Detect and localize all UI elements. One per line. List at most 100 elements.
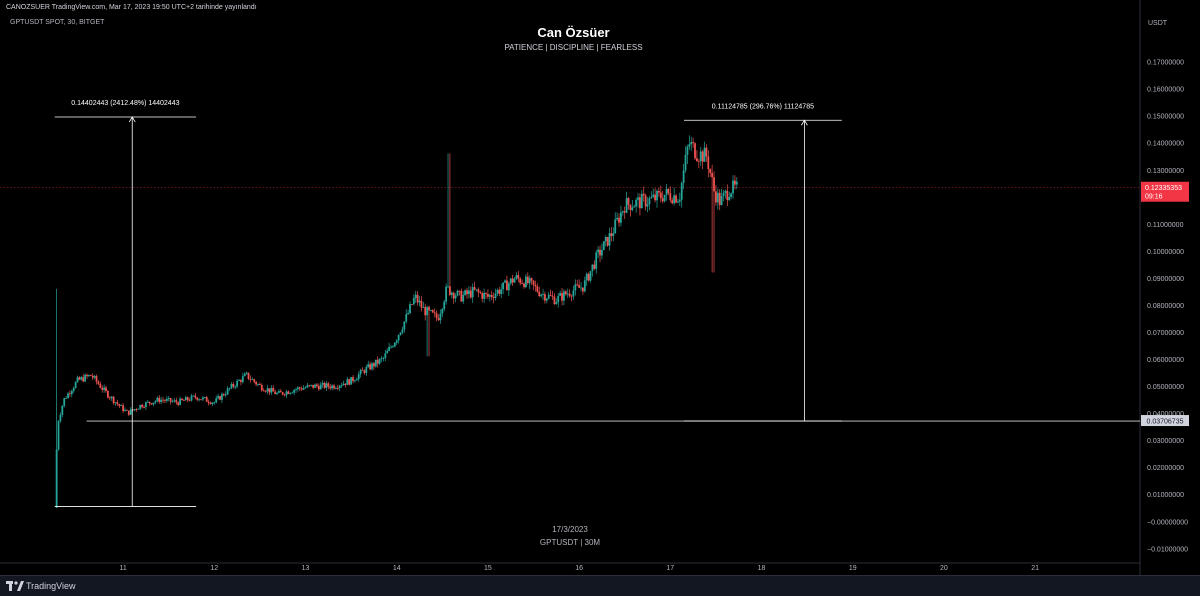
candle-body — [720, 196, 723, 205]
candle-body — [192, 395, 195, 397]
y-tick-label: 0.03000000 — [1147, 438, 1184, 445]
candle-body — [97, 381, 100, 385]
candle-body — [279, 391, 282, 393]
candle-body — [317, 386, 320, 390]
tradingview-logo-icon[interactable] — [6, 581, 24, 591]
candle-body — [572, 290, 575, 297]
candle-body — [526, 276, 529, 284]
candle-body — [728, 196, 731, 201]
candle-body — [488, 294, 491, 297]
candle-body — [701, 151, 704, 162]
candle-body — [384, 353, 387, 358]
publish-info: CANOZSUER TradingView.com, Mar 17, 2023 … — [6, 4, 257, 11]
candle-body — [574, 284, 577, 291]
candle-body — [312, 384, 315, 388]
candle-body — [509, 278, 512, 284]
candle-body — [272, 387, 275, 392]
candle-body — [530, 278, 533, 281]
candle-body — [650, 197, 653, 198]
candle-body — [409, 304, 411, 314]
candle-body — [430, 310, 432, 311]
candle-body — [490, 294, 493, 297]
candle-body — [680, 183, 683, 200]
candle-body — [354, 380, 356, 382]
candle-body — [496, 289, 499, 294]
candle-body — [602, 241, 605, 251]
candle-body — [578, 285, 581, 288]
y-tick-label: −0.00000000 — [1147, 519, 1188, 526]
candle-body — [374, 359, 377, 367]
candle-body — [597, 249, 600, 253]
candle-body — [260, 384, 263, 391]
candle-body — [487, 293, 489, 297]
candle-body — [411, 304, 413, 306]
candle-body — [61, 405, 64, 415]
watermark-date: 17/3/2023 — [552, 525, 588, 534]
candle-body — [589, 271, 592, 281]
candle-body — [582, 287, 584, 292]
candle-body — [669, 193, 672, 201]
candle-body — [397, 334, 400, 341]
candle-body — [452, 292, 455, 299]
candle-body — [559, 293, 562, 296]
candle-body — [122, 405, 125, 411]
candle-body — [454, 295, 457, 299]
candle-body — [200, 399, 202, 401]
candle-body — [198, 399, 201, 401]
candle-body — [331, 385, 334, 389]
candle-body — [253, 379, 256, 382]
candle-body — [540, 294, 543, 297]
candle-body — [323, 382, 326, 388]
candle-body — [158, 397, 161, 403]
candle-body — [306, 385, 309, 388]
candle-body — [707, 156, 710, 170]
candle-body — [625, 198, 628, 213]
candle-body — [274, 391, 277, 395]
candle-body — [608, 233, 611, 246]
candle-body — [118, 404, 121, 406]
candle-body — [492, 296, 495, 299]
candle-body — [344, 383, 347, 385]
candle-body — [703, 147, 706, 162]
candle-body — [536, 286, 539, 292]
x-tick-label: 16 — [575, 565, 583, 572]
candle-body — [146, 401, 149, 403]
candle-body — [435, 313, 438, 319]
candle-body — [447, 286, 449, 288]
candle-body — [346, 379, 349, 385]
candle-body — [399, 332, 402, 335]
candle-body — [521, 283, 524, 284]
candle-body — [222, 394, 225, 396]
candle-body — [270, 387, 273, 393]
candle-body — [422, 307, 425, 308]
candle-body — [171, 401, 174, 402]
candle-body — [173, 400, 176, 402]
candle-body — [114, 402, 117, 404]
candle-body — [230, 383, 233, 389]
candle-body — [76, 377, 79, 383]
tradingview-brand: TradingView — [26, 581, 76, 591]
candle-body — [194, 395, 197, 398]
candle-body — [677, 201, 679, 203]
candle-body — [373, 363, 375, 367]
candle-body — [160, 399, 163, 403]
candle-body — [682, 170, 685, 184]
candle-body — [302, 387, 305, 390]
y-tick-label: 0.06000000 — [1147, 357, 1184, 364]
candle-body — [150, 403, 153, 405]
y-tick-label: 0.16000000 — [1147, 87, 1184, 94]
candle-body — [369, 364, 372, 370]
candle-body — [221, 394, 223, 400]
candle-body — [259, 384, 261, 385]
candle-body — [591, 264, 594, 272]
candle-body — [382, 357, 385, 359]
candle-body — [545, 298, 548, 301]
price-chart[interactable]: 0.17000000 0.16000000 0.15000000 0.14000000… — [0, 0, 1200, 575]
candle-body — [718, 192, 721, 205]
candle-body — [224, 394, 227, 396]
candle-body — [380, 358, 383, 360]
candle-body — [99, 384, 102, 388]
candle-body — [688, 144, 691, 147]
candle-body — [91, 375, 94, 378]
candle-body — [730, 193, 733, 197]
